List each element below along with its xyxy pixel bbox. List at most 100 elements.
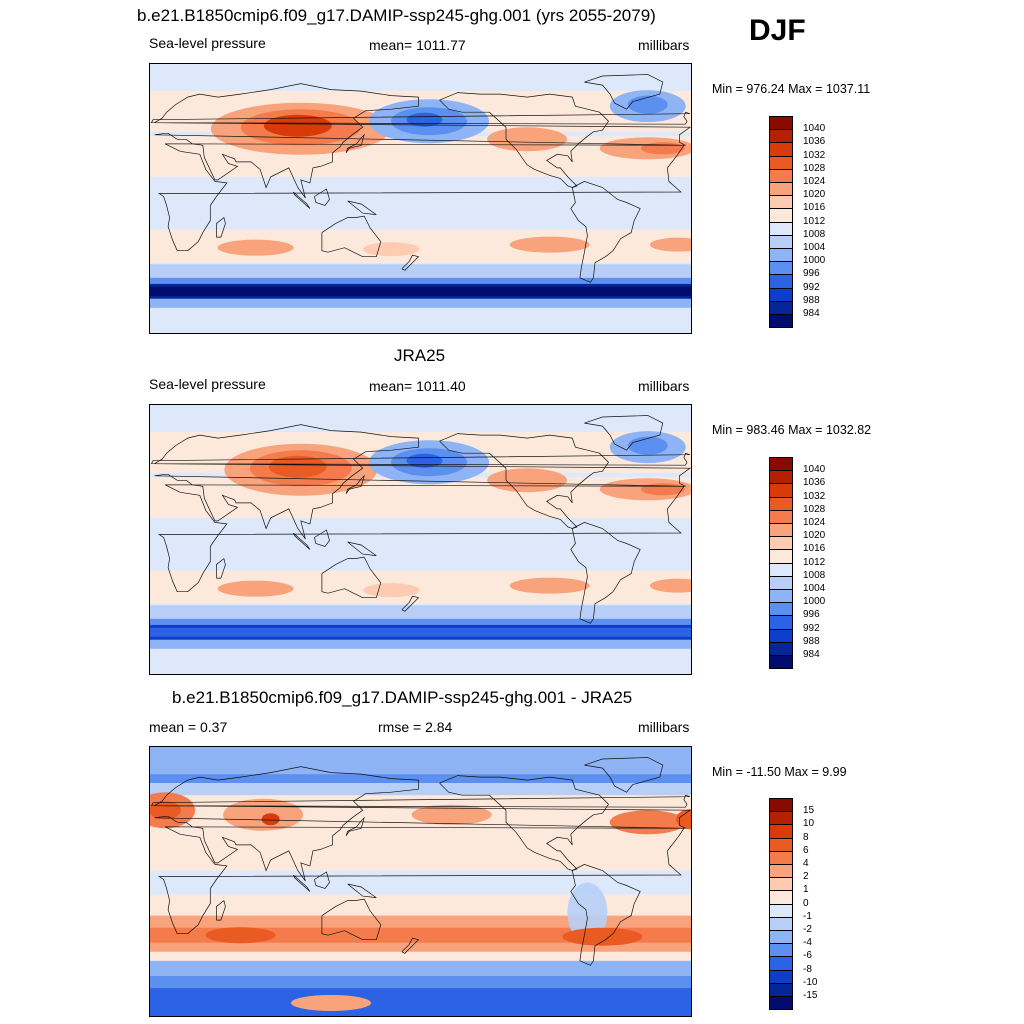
coastline	[584, 415, 664, 451]
pressure-band	[150, 870, 691, 895]
colorbar-swatch	[769, 850, 793, 865]
panel-3-min-max: Min = -11.50 Max = 9.99	[712, 765, 847, 779]
colorbar-label: 1008	[803, 569, 826, 581]
panel-1-mean-label: mean= 1011.77	[369, 37, 466, 53]
coastline	[345, 816, 365, 836]
pressure-band	[150, 277, 691, 284]
colorbar-label: 1028	[803, 503, 826, 515]
colorbar-swatch	[769, 116, 793, 131]
colorbar-label: 8	[803, 831, 809, 843]
colorbar-label: 1004	[803, 242, 826, 253]
coastline	[153, 424, 691, 540]
colorbar-label: 1012	[803, 556, 826, 568]
colorbar-label: 15	[803, 805, 815, 817]
colorbar-swatch	[769, 208, 793, 223]
colorbar-swatch	[769, 142, 793, 157]
colorbar-label: 1020	[803, 530, 826, 542]
coastline	[157, 484, 685, 593]
coastline	[216, 557, 226, 579]
coastline	[314, 871, 330, 889]
coastline	[439, 775, 609, 871]
coastline	[584, 74, 664, 110]
colorbar-swatch	[769, 274, 793, 289]
panel-3-map	[149, 746, 692, 1017]
pressure-contour	[640, 483, 685, 496]
colorbar-swatch	[769, 523, 793, 538]
colorbar-label: 1032	[803, 149, 826, 161]
colorbar-label: 1016	[803, 202, 826, 214]
season-label: DJF	[749, 14, 806, 47]
colorbar-label: 1008	[803, 228, 826, 240]
coastline	[321, 898, 382, 941]
map-canvas	[150, 64, 691, 333]
colorbar-label: 992	[803, 281, 820, 293]
colorbar-swatch	[769, 496, 793, 511]
colorbar-swatch	[769, 562, 793, 577]
pressure-band	[150, 987, 691, 1016]
colorbar-label: -2	[803, 924, 812, 935]
coastline	[570, 522, 641, 624]
pressure-contour	[649, 237, 691, 252]
colorbar-swatch	[769, 195, 793, 210]
colorbar-swatch	[769, 615, 793, 630]
panel-2-min-max: Min = 983.46 Max = 1032.82	[712, 423, 872, 437]
coastline	[292, 532, 311, 550]
colorbar-swatch	[769, 483, 793, 498]
pressure-contour	[567, 882, 608, 943]
colorbar-label: 6	[803, 844, 809, 856]
colorbar-label: 1040	[803, 123, 826, 135]
coastline	[150, 452, 691, 466]
coastline	[439, 92, 609, 188]
colorbar-swatch	[769, 628, 793, 643]
coastline	[570, 864, 641, 966]
colorbar-swatch	[769, 509, 793, 524]
pressure-contour	[217, 580, 294, 597]
panel-3-title: b.e21.B1850cmip6.f09_g17.DAMIP-ssp245-gh…	[172, 688, 633, 707]
colorbar-label: 1024	[803, 517, 826, 528]
colorbar-label: 1036	[803, 477, 826, 489]
colorbar-label: 10	[803, 818, 815, 830]
coastline	[216, 899, 226, 921]
coastline	[153, 83, 691, 199]
colorbar-swatch	[769, 234, 793, 249]
pressure-contour	[217, 239, 294, 256]
colorbar-label: 1016	[803, 543, 826, 555]
panel-1-map	[149, 63, 692, 334]
pressure-contour	[487, 468, 568, 493]
pressure-band	[150, 774, 691, 784]
pressure-band	[150, 264, 691, 278]
colorbar-label: 1000	[803, 255, 826, 267]
map-canvas	[150, 747, 691, 1016]
colorbar-swatch	[769, 300, 793, 315]
panel-1-min-max: Min = 976.24 Max = 1037.11	[712, 82, 871, 96]
colorbar-label: 992	[803, 622, 820, 634]
colorbar-swatch	[769, 996, 793, 1011]
colorbar-label: -10	[803, 976, 818, 988]
colorbar-swatch	[769, 155, 793, 170]
coastline	[314, 188, 330, 206]
colorbar-swatch	[769, 798, 793, 813]
coastline	[292, 874, 311, 892]
pressure-band	[150, 648, 691, 674]
colorbar-swatch	[769, 837, 793, 852]
colorbar-label: -8	[803, 963, 812, 975]
colorbar-swatch	[769, 890, 793, 905]
pressure-contour	[268, 455, 327, 478]
coastline	[584, 757, 664, 793]
pressure-band	[150, 975, 691, 988]
colorbar-swatch	[769, 943, 793, 958]
coastline	[150, 111, 691, 125]
pressure-contour	[263, 114, 332, 137]
coastline	[314, 529, 330, 547]
pressure-contour	[627, 95, 668, 114]
pressure-contour	[411, 804, 492, 825]
colorbar-label: -1	[803, 910, 812, 922]
colorbar-label: 988	[803, 635, 820, 647]
pressure-contour	[363, 583, 420, 598]
panel-1-units-label: millibars	[638, 37, 690, 53]
colorbar-label: 1000	[803, 596, 826, 608]
coastline	[157, 143, 685, 252]
colorbar-swatch	[769, 956, 793, 971]
pressure-contour	[509, 236, 590, 253]
coastline	[321, 556, 382, 599]
